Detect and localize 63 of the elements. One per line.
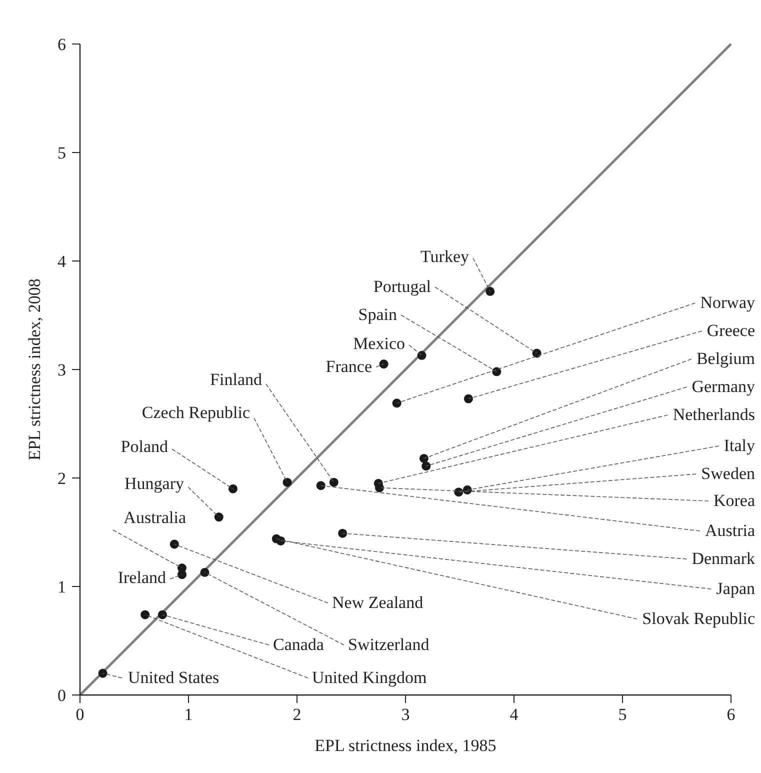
point [417,350,426,360]
point [282,478,292,487]
y-tick-label: 6 [58,35,66,54]
point [464,394,473,404]
point [170,540,179,549]
annotation: Japan [716,579,756,598]
annotation: Sweden [701,464,756,483]
point [200,568,210,577]
annotation: Poland [120,437,168,456]
x-tick-label: 0 [76,705,84,724]
y-tick-label: 4 [58,252,66,271]
point [177,570,187,580]
annotation: Spain [358,305,398,324]
annotation: Canada [273,635,324,654]
point [272,534,281,544]
point [392,398,402,408]
point [329,478,338,487]
y-axis-title: EPL strictness index, 2008 [25,278,44,460]
annotation: Norway [700,293,756,312]
annotation: Hungary [124,474,184,493]
annotation: New Zealand [332,593,424,612]
annotation: Ireland [118,568,166,587]
x-tick-label: 1 [184,705,193,724]
point [422,462,431,471]
x-tick-label: 4 [510,705,519,724]
annotation: Portugal [373,277,432,296]
y-tick-label: 1 [58,578,66,596]
point [379,360,388,369]
point [158,610,167,620]
x-tick-label: 3 [401,705,410,724]
annotation: Switzerland [348,635,430,654]
annotation: United Kingdom [312,668,427,687]
point [486,286,495,296]
annotation: Austria [704,521,756,540]
annotation: Turkey [420,247,470,266]
annotation: United States [128,668,220,687]
annotation: France [326,357,372,376]
annotation: Italy [724,436,756,455]
annotation: Greece [706,321,755,340]
x-tick-label: 5 [618,705,627,724]
point [214,512,224,522]
annotation: Finland [210,370,262,389]
annotation: Germany [692,377,756,396]
point [98,668,108,678]
point [140,610,150,620]
x-axis-title: EPL strictness index, 1985 [314,736,496,755]
x-tick-label: 6 [726,705,736,724]
annotation: Australia [124,508,186,527]
point [316,481,326,490]
point [228,484,238,494]
annotation: Slovak Republic [642,609,756,628]
y-tick-label: 2 [58,469,66,488]
y-tick-label: 0 [58,686,66,705]
x-tick-label: 2 [292,705,302,724]
annotation: Belgium [696,349,755,368]
y-tick-label: 5 [58,144,66,162]
annotation: Czech Republic [142,403,250,422]
y-tick-label: 3 [58,360,66,380]
annotation: Netherlands [672,405,755,424]
annotation: Korea [713,491,756,510]
annotation: Mexico [353,334,405,353]
point [338,528,348,538]
annotation: Denmark [692,549,756,568]
